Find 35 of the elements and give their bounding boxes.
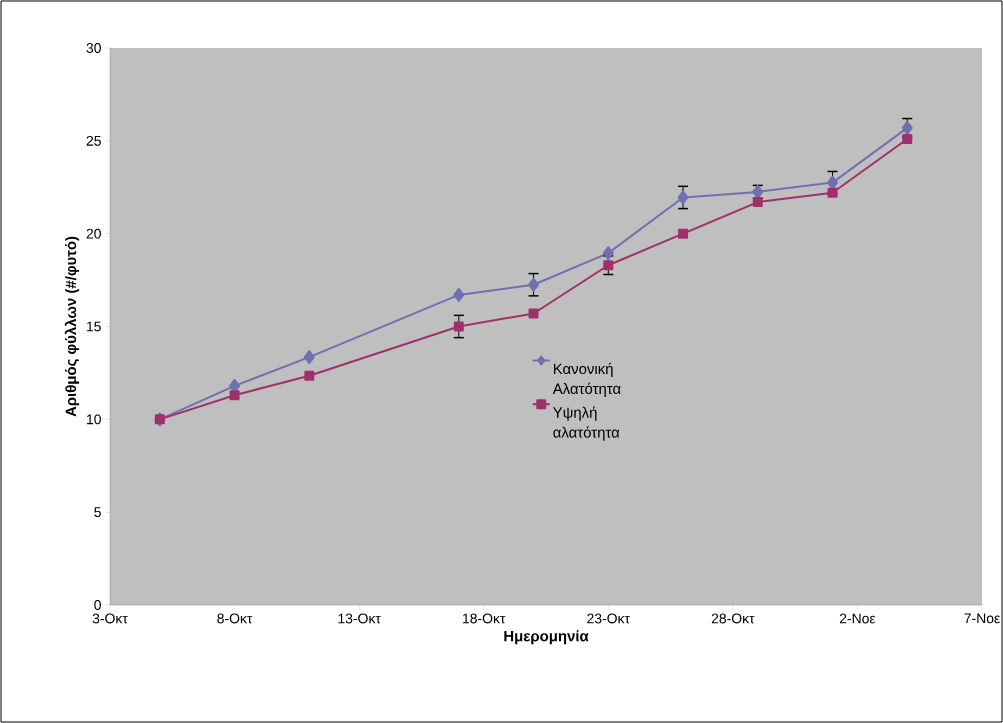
point xyxy=(229,390,240,401)
point xyxy=(602,246,614,261)
legend-label: Κανονική Αλατότητα xyxy=(552,362,621,397)
y-tick-label: 10 xyxy=(87,414,101,425)
y-tick-label: 5 xyxy=(94,507,101,518)
x-tick-label: 23-Οκτ xyxy=(587,613,630,624)
legend-label: Υψηλή αλατότητα xyxy=(553,406,620,441)
y-tick-label: 0 xyxy=(94,600,101,610)
point xyxy=(752,197,763,208)
point xyxy=(827,175,838,190)
y-tick-label: 25 xyxy=(86,135,101,146)
x-tick-label: 3-Οκτ xyxy=(92,613,128,624)
point xyxy=(528,277,540,292)
point xyxy=(677,190,689,205)
point xyxy=(603,260,614,271)
x-tick-label: 28-Οκτ xyxy=(711,613,755,624)
point xyxy=(229,378,241,393)
y-axis-title: Αριθμός φύλλων (#/φυτό) xyxy=(64,236,80,417)
y-tick-label: 15 xyxy=(87,321,101,332)
x-tick-label: 13-Οκτ xyxy=(338,613,381,624)
y-tick-label: 20 xyxy=(86,228,101,239)
x-tick-label: 7-Νοε xyxy=(964,613,1000,624)
point xyxy=(827,187,838,198)
point xyxy=(528,308,539,319)
point xyxy=(304,370,315,381)
x-tick-label: 2-Νοε xyxy=(839,613,876,624)
point xyxy=(303,350,315,365)
point xyxy=(678,228,689,239)
x-axis-title: Ημερομηνία xyxy=(504,630,589,645)
x-tick-label: 8-Οκτ xyxy=(217,613,253,624)
x-tick-label: 18-Οκτ xyxy=(463,613,506,624)
point xyxy=(453,287,465,302)
y-tick-label: 30 xyxy=(86,43,101,53)
point xyxy=(453,321,464,332)
point xyxy=(902,133,913,144)
